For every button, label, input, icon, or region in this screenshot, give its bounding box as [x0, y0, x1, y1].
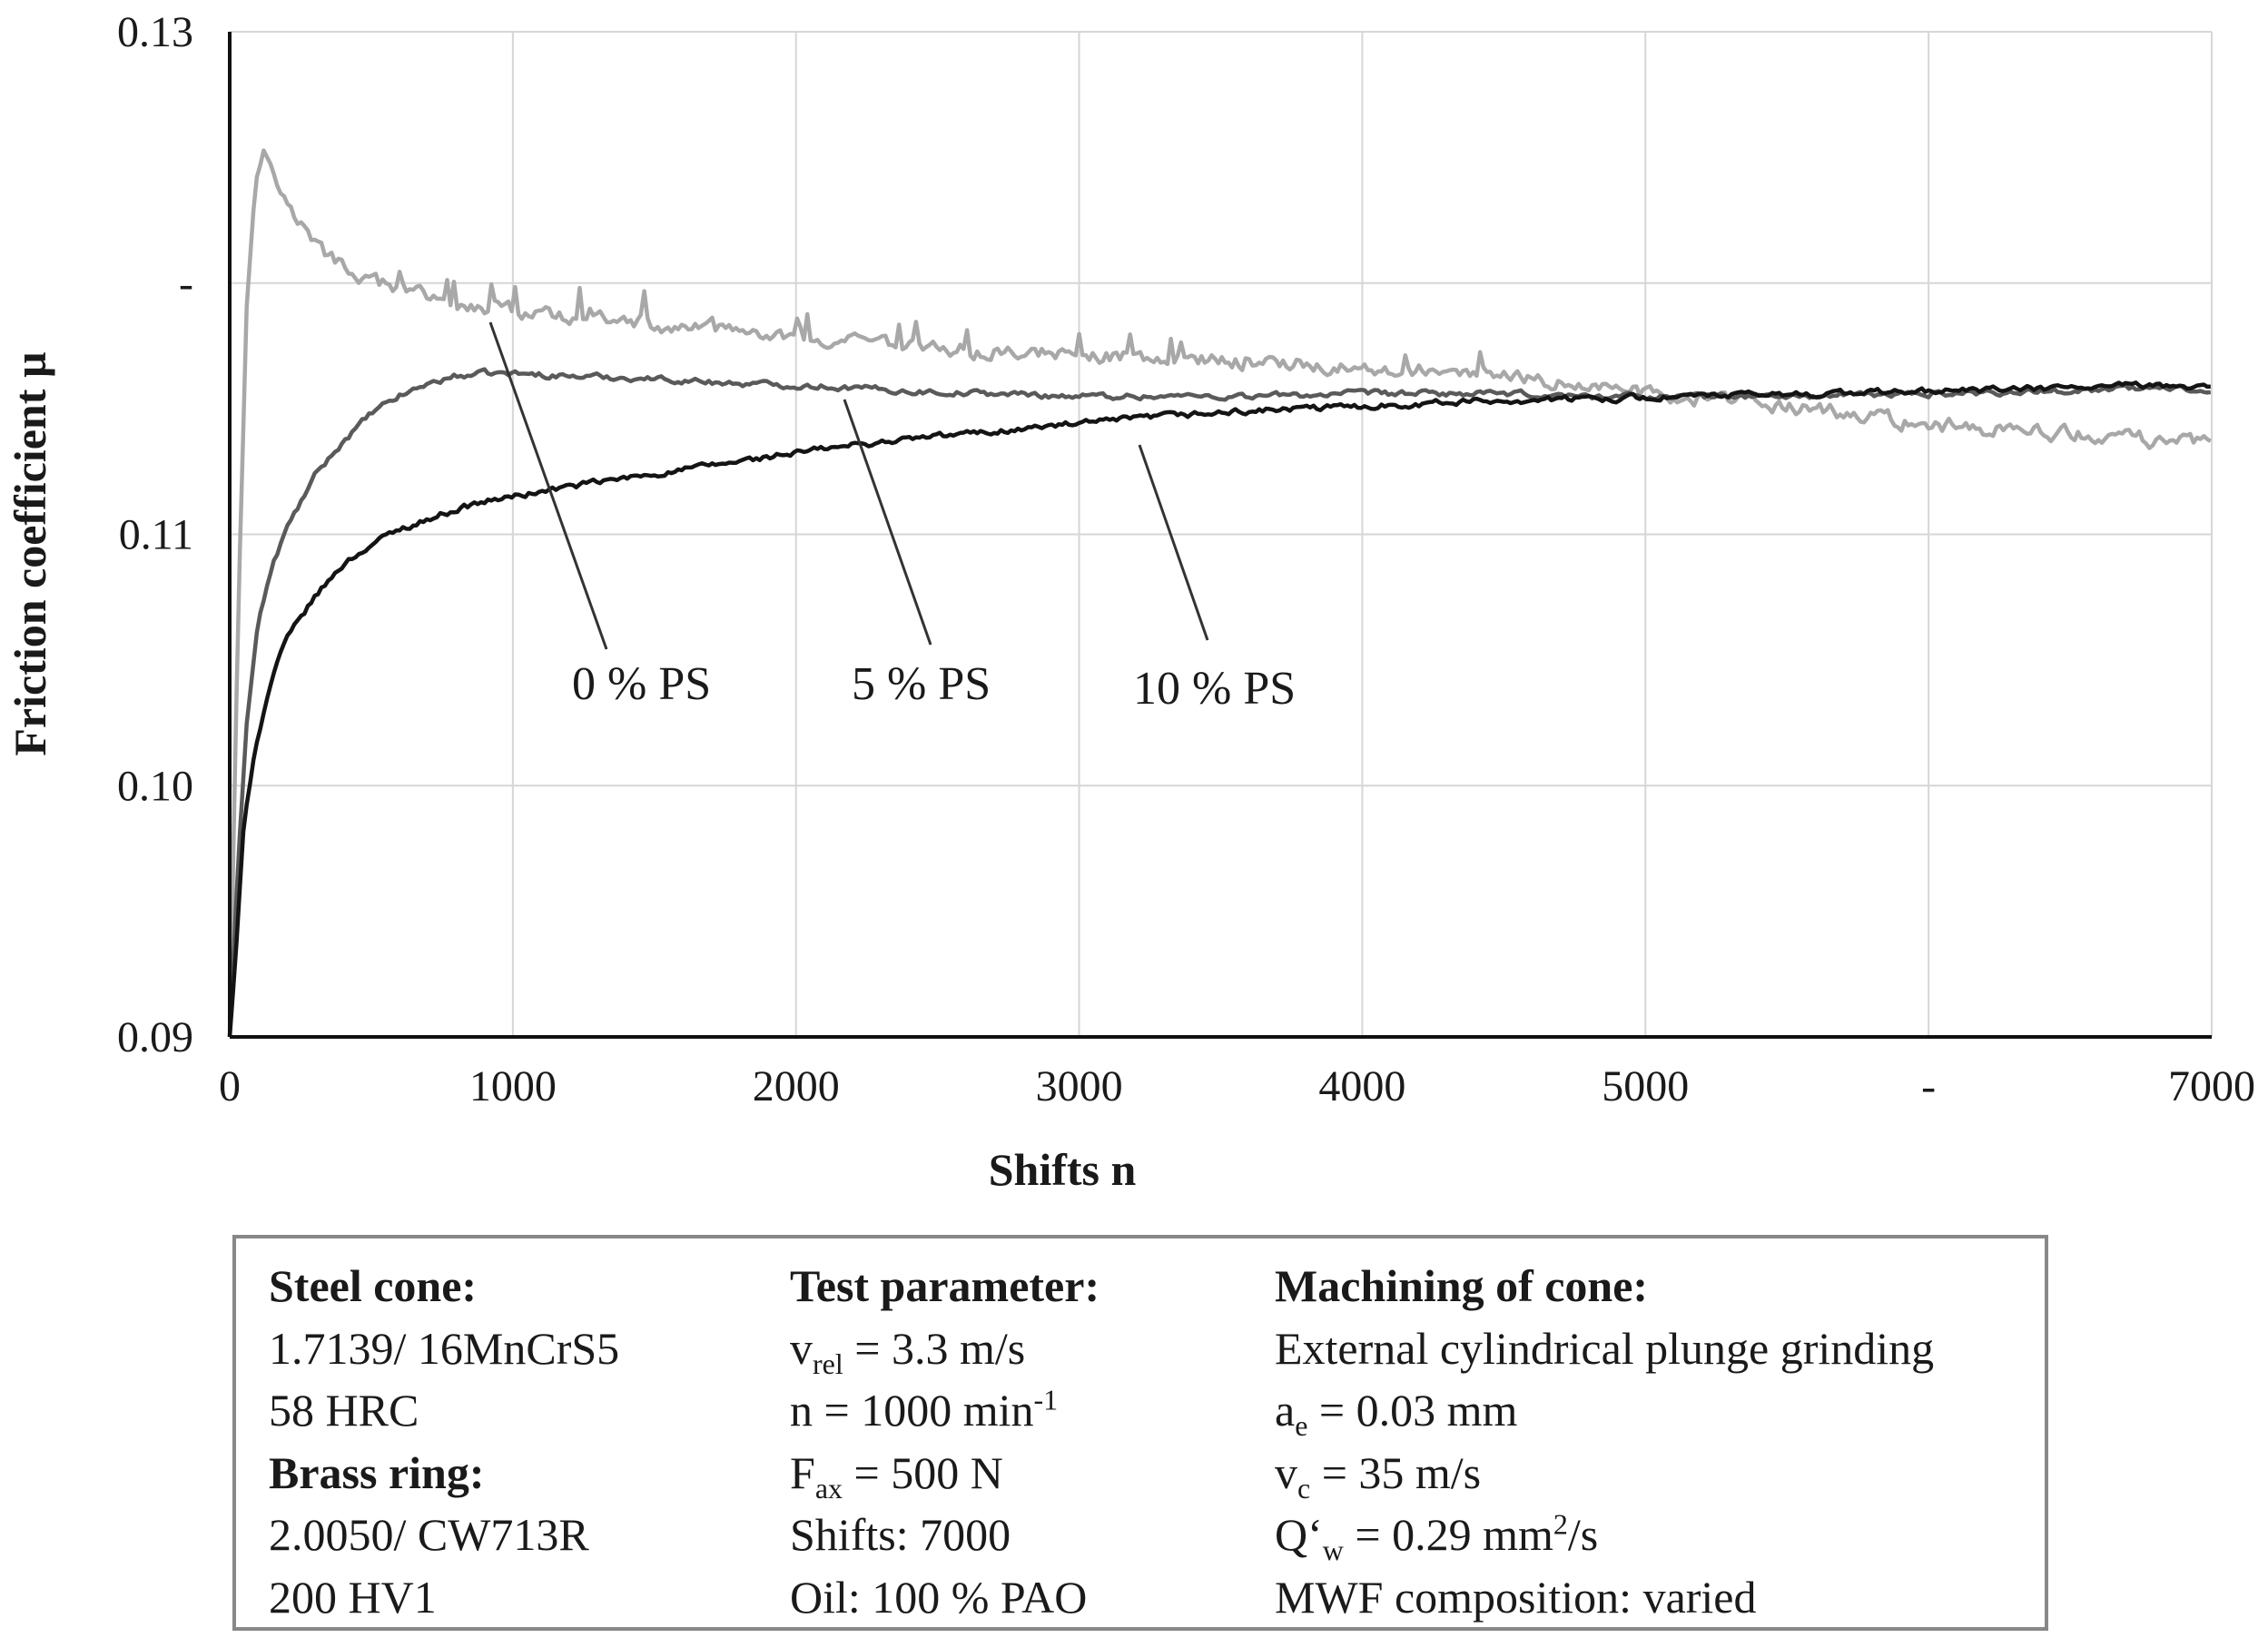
test-conditions-box: Steel cone: 1.7139/ 16MnCrS5 58 HRC Bras…: [232, 1235, 2048, 1631]
y-tick-label: 0.09: [117, 1013, 193, 1061]
vrel-row: vrel = 3.3 m/s: [790, 1317, 1099, 1380]
ae-subscript: e: [1295, 1409, 1308, 1442]
leader-0ps: [488, 321, 608, 650]
test-parameter-heading: Test parameter:: [790, 1260, 1100, 1311]
ae-symbol: a: [1275, 1385, 1296, 1436]
brass-ring-hardness: 200 HV1: [269, 1571, 437, 1623]
series-line: [227, 148, 2212, 1038]
speed-row: n = 1000 min-1: [790, 1379, 1099, 1442]
series-line: [227, 367, 2212, 1038]
vc-subscript: c: [1297, 1471, 1311, 1505]
process-row: External cylindrical plunge grinding: [1275, 1322, 1935, 1374]
x-tick-label: 3000: [1036, 1062, 1123, 1110]
ae-row: ae = 0.03 mm: [1275, 1379, 1934, 1442]
qw-exponent: 2: [1553, 1507, 1568, 1541]
qw-symbol: Q‘: [1275, 1509, 1323, 1560]
qw-unit-tail: /s: [1567, 1509, 1599, 1560]
qw-value: = 0.29 mm: [1343, 1509, 1553, 1560]
leader-5ps: [843, 399, 932, 646]
leader-10ps: [1138, 444, 1209, 641]
column-specimens: Steel cone: 1.7139/ 16MnCrS5 58 HRC Bras…: [269, 1255, 619, 1628]
friction-chart: 0 1000 2000 3000 4000 5000 - 7000 0.13 - 0.11 0.10 0…: [5, 8, 2255, 1195]
ae-value: = 0.03 mm: [1307, 1385, 1518, 1436]
tick-labels: 0 1000 2000 3000 4000 5000 - 7000 0.13 - 0.11 0.10 0…: [117, 8, 2255, 1110]
series-label-5ps: 5 % PS: [852, 658, 991, 710]
x-tick-label: 5000: [1602, 1062, 1689, 1110]
x-tick-label: 0: [219, 1062, 241, 1110]
qw-subscript: w: [1322, 1534, 1344, 1566]
fax-symbol: F: [790, 1446, 815, 1498]
vrel-symbol: v: [790, 1322, 813, 1374]
vc-row: vc = 35 m/s: [1275, 1442, 1934, 1505]
x-tick-label: 4000: [1318, 1062, 1405, 1110]
vrel-subscript: rel: [813, 1347, 843, 1380]
x-tick-label: -: [1921, 1062, 1936, 1110]
y-tick-label: 0.10: [117, 762, 193, 810]
fax-row: Fax = 500 N: [790, 1442, 1099, 1505]
vrel-value: = 3.3 m/s: [843, 1322, 1026, 1374]
x-tick-label: 7000: [2168, 1062, 2255, 1110]
label-leader-lines: [488, 321, 1209, 650]
machining-heading: Machining of cone:: [1275, 1260, 1649, 1311]
oil-row: Oil: 100 % PAO: [790, 1571, 1088, 1623]
shifts-row: Shifts: 7000: [790, 1509, 1011, 1560]
x-axis-title: Shifts n: [989, 1144, 1137, 1195]
vc-value: = 35 m/s: [1310, 1446, 1482, 1498]
speed-exponent: -1: [1033, 1383, 1059, 1416]
brass-ring-heading: Brass ring:: [269, 1446, 485, 1498]
steel-cone-hardness: 58 HRC: [269, 1385, 419, 1436]
axes: [228, 32, 2212, 1039]
fax-subscript: ax: [814, 1471, 843, 1505]
x-tick-label: 1000: [469, 1062, 557, 1110]
series-line: [227, 380, 2211, 1038]
gridlines: [230, 31, 2213, 1037]
brass-ring-material: 2.0050/ CW713R: [269, 1509, 589, 1560]
steel-cone-heading: Steel cone:: [269, 1260, 478, 1311]
steel-cone-material: 1.7139/ 16MnCrS5: [269, 1322, 620, 1374]
y-tick-label: 0.13: [117, 8, 193, 56]
y-axis-title: Friction coefficient µ: [5, 351, 55, 755]
series-lines: [227, 148, 2212, 1038]
vc-symbol: v: [1275, 1446, 1297, 1498]
y-tick-label: -: [179, 260, 193, 308]
qw-row: Q‘w = 0.29 mm2/s: [1275, 1504, 1934, 1566]
mwf-row: MWF composition: varied: [1275, 1571, 1757, 1623]
fax-value: = 500 N: [843, 1446, 1003, 1498]
column-machining: Machining of cone: External cylindrical …: [1275, 1255, 1934, 1628]
series-label-10ps: 10 % PS: [1133, 663, 1296, 715]
y-tick-label: 0.11: [119, 511, 193, 559]
speed-value: n = 1000 min: [790, 1385, 1034, 1436]
column-test-parameter: Test parameter: vrel = 3.3 m/s n = 1000 …: [790, 1255, 1099, 1628]
series-label-0ps: 0 % PS: [572, 658, 711, 710]
x-tick-label: 2000: [753, 1062, 840, 1110]
